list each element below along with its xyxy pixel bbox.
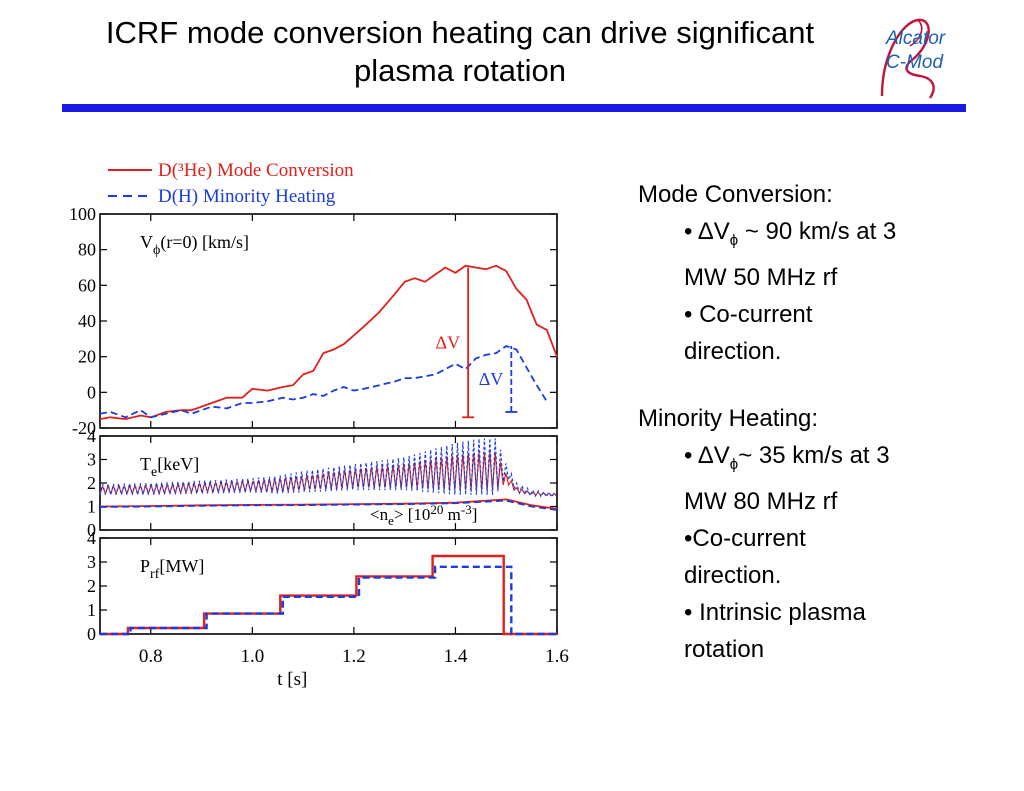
legend-label-1: D(H) Minority Heating xyxy=(158,186,336,207)
logo-text-line2: C-Mod xyxy=(886,52,944,73)
mc-bullet-1: • ΔVϕ ~ 90 km/s at 3 xyxy=(684,218,897,249)
y-tick-label-temperature-1: 3 xyxy=(87,450,96,470)
mc-bullet-1-cont: MW 50 MHz rf xyxy=(684,263,838,291)
mh-bullet-1: • ΔVϕ~ 35 km/s at 3 xyxy=(684,441,890,473)
y-tick-label-power-4: 0 xyxy=(87,624,96,644)
minority-heating-heading: Minority Heating: xyxy=(638,404,819,432)
y-tick-label-power-3: 1 xyxy=(87,600,96,620)
mh-bullet-2-cont: direction. xyxy=(684,561,782,589)
slide-title: ICRF mode conversion heating can drive s… xyxy=(40,14,880,90)
title-divider-rule xyxy=(62,104,966,112)
x-tick-label-1: 1.0 xyxy=(240,646,264,667)
y-tick-label-temperature-0: 4 xyxy=(87,426,96,446)
chart-legend: D(³He) Mode Conversion D(H) Minority Heat… xyxy=(108,160,354,207)
notes-panel: Mode Conversion: • ΔVϕ ~ 90 km/s at 3 MW… xyxy=(638,176,998,668)
mh-bullet-2: •Co-current xyxy=(684,524,806,552)
y-tick-label-temperature-3: 1 xyxy=(87,497,96,517)
series-power-1 xyxy=(100,565,557,636)
y-tick-label-power-2: 2 xyxy=(87,576,96,596)
y-tick-label-velocity-4: 20 xyxy=(78,347,96,367)
rotation-chart: D(³He) Mode Conversion D(H) Minority Heat… xyxy=(69,160,569,690)
x-tick-label-0: 0.8 xyxy=(139,646,163,667)
panel-label2-temperature: <ne> [1020 m-3] xyxy=(370,502,477,528)
alcator-cmod-logo: Alcator C-Mod xyxy=(872,14,972,100)
panel-label-velocity: Vϕ(r=0) [km/s] xyxy=(140,232,249,258)
y-tick-label-power-1: 3 xyxy=(87,552,96,572)
delta-v-label-0: ΔV xyxy=(436,332,461,352)
y-tick-label-velocity-2: 60 xyxy=(78,275,96,295)
x-tick-label-4: 1.6 xyxy=(545,646,569,667)
y-tick-label-velocity-6: -20 xyxy=(72,418,96,438)
series-temperature-3 xyxy=(99,499,558,511)
series-temperature-1 xyxy=(99,438,558,498)
panel-frame-power xyxy=(99,537,558,635)
logo-swoosh-icon xyxy=(880,18,935,99)
y-tick-label-velocity-0: 100 xyxy=(69,204,96,224)
mh-bullet-1-cont: MW 80 MHz rf xyxy=(684,487,838,515)
panel-velocity: 100 80 60 40 20 0 -20 Vϕ(r=0) [km/s] ΔV ΔV xyxy=(69,204,558,438)
delta-v-label-1: ΔV xyxy=(479,369,504,389)
slide-title-line1: ICRF mode conversion heating can drive s… xyxy=(105,15,815,50)
y-tick-label-velocity-3: 40 xyxy=(78,311,96,331)
panel-label-power: Prf[MW] xyxy=(140,556,204,582)
mc-bullet-2-cont: direction. xyxy=(684,337,782,365)
x-tick-label-2: 1.2 xyxy=(342,646,366,667)
panel-power: 4 3 2 1 0 Prf[MW] xyxy=(87,528,558,644)
panel-frame-temperature xyxy=(99,435,558,531)
y-tick-label-velocity-1: 80 xyxy=(78,240,96,260)
series-velocity-1 xyxy=(99,344,548,419)
y-tick-label-velocity-5: 0 xyxy=(87,382,96,402)
slide-title-line2: plasma rotation xyxy=(354,53,566,88)
x-axis: 0.8 1.0 1.2 1.4 1.6 t [s] xyxy=(139,646,569,690)
y-tick-label-temperature-2: 2 xyxy=(87,473,96,493)
panel-label-temperature: Te[keV] xyxy=(140,454,199,480)
y-tick-label-power-0: 4 xyxy=(87,528,96,548)
logo-text-line1: Alcator xyxy=(886,28,946,49)
legend-label-0: D(³He) Mode Conversion xyxy=(158,160,354,181)
panel-temperature: 4 3 2 1 0 Te[keV] <ne> [1020 m-3] xyxy=(87,426,558,540)
x-tick-label-3: 1.4 xyxy=(444,646,468,667)
mh-bullet-3-cont: rotation xyxy=(684,635,765,663)
y-tick-label-temperature-4: 0 xyxy=(87,520,96,540)
mh-bullet-3: • Intrinsic plasma xyxy=(684,598,866,626)
mc-bullet-2: • Co-current xyxy=(684,300,813,328)
series-velocity-0 xyxy=(99,264,558,421)
mode-conversion-heading: Mode Conversion: xyxy=(638,181,833,208)
x-axis-label: t [s] xyxy=(277,669,307,690)
